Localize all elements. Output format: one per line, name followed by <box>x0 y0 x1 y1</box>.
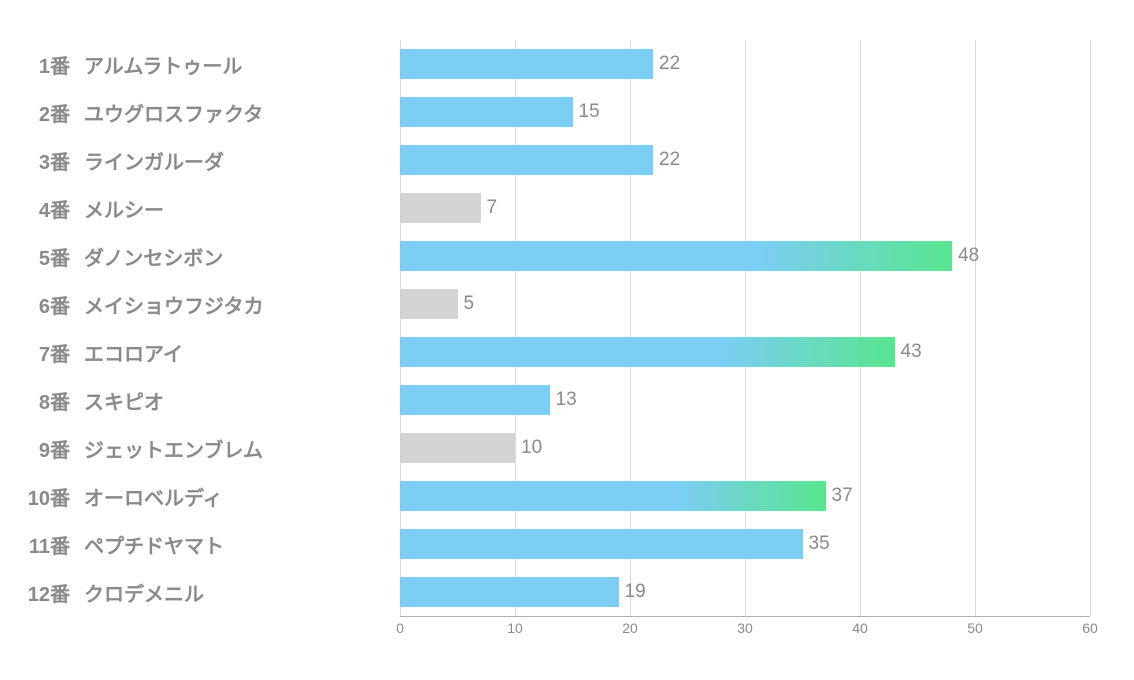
entry-name: エコロアイ <box>84 338 390 367</box>
entry-number: 1番 <box>0 50 70 79</box>
horse-vote-bar-chart: 22152274854313103735191番アルムラトゥール2番ユウグロスフ… <box>0 0 1134 680</box>
value-label: 22 <box>659 149 680 171</box>
entry-number: 4番 <box>0 194 70 223</box>
bar <box>400 289 458 319</box>
bar-slot: 7 <box>400 193 1090 223</box>
entry-number: 9番 <box>0 434 70 463</box>
bar <box>400 385 550 415</box>
row-label: 3番ラインガルーダ <box>0 136 400 184</box>
value-label: 5 <box>464 293 475 315</box>
value-label: 43 <box>901 341 922 363</box>
bar-slot: 48 <box>400 241 1090 271</box>
value-label: 37 <box>832 485 853 507</box>
entry-name: ペプチドヤマト <box>84 530 390 559</box>
entry-number: 12番 <box>0 578 70 607</box>
row-label: 8番スキピオ <box>0 376 400 424</box>
entry-number: 8番 <box>0 386 70 415</box>
bar-slot: 5 <box>400 289 1090 319</box>
bar-slot: 13 <box>400 385 1090 415</box>
x-tick-label: 50 <box>967 620 983 636</box>
bar <box>400 193 481 223</box>
entry-number: 3番 <box>0 146 70 175</box>
x-tick-label: 30 <box>737 620 753 636</box>
plot-area: 22 15 22 7 48 5 43 13 10 37 35 19 <box>400 40 1090 616</box>
bar <box>400 49 653 79</box>
entry-name: メイショウフジタカ <box>84 290 390 319</box>
row-label: 9番ジェットエンブレム <box>0 424 400 472</box>
entry-number: 10番 <box>0 482 70 511</box>
entry-name: スキピオ <box>84 386 390 415</box>
row-label: 1番アルムラトゥール <box>0 40 400 88</box>
row-label: 12番クロデメニル <box>0 568 400 616</box>
bar-slot: 22 <box>400 49 1090 79</box>
row-label: 10番オーロベルディ <box>0 472 400 520</box>
entry-number: 2番 <box>0 98 70 127</box>
row-label: 4番メルシー <box>0 184 400 232</box>
bar-slot: 10 <box>400 433 1090 463</box>
bar <box>400 97 573 127</box>
bar <box>400 433 515 463</box>
row-label: 2番ユウグロスファクタ <box>0 88 400 136</box>
value-label: 35 <box>809 533 830 555</box>
value-label: 22 <box>659 53 680 75</box>
gridline <box>1090 40 1091 616</box>
bar <box>400 481 826 511</box>
value-label: 19 <box>625 581 646 603</box>
x-tick-label: 60 <box>1082 620 1098 636</box>
bar-slot: 15 <box>400 97 1090 127</box>
bar-slot: 37 <box>400 481 1090 511</box>
bar <box>400 241 952 271</box>
bar-slot: 22 <box>400 145 1090 175</box>
value-label: 48 <box>958 245 979 267</box>
entry-name: クロデメニル <box>84 578 390 607</box>
entry-name: ジェットエンブレム <box>84 434 390 463</box>
bar <box>400 529 803 559</box>
entry-name: メルシー <box>84 194 390 223</box>
entry-number: 5番 <box>0 242 70 271</box>
row-label: 11番ペプチドヤマト <box>0 520 400 568</box>
bar <box>400 577 619 607</box>
x-tick-label: 0 <box>396 620 404 636</box>
row-label: 5番ダノンセシボン <box>0 232 400 280</box>
entry-name: ダノンセシボン <box>84 242 390 271</box>
bar <box>400 145 653 175</box>
x-axis: 0102030405060 <box>400 616 1090 656</box>
bar-slot: 19 <box>400 577 1090 607</box>
entry-name: オーロベルディ <box>84 482 390 511</box>
x-tick-label: 20 <box>622 620 638 636</box>
value-label: 15 <box>579 101 600 123</box>
bar-slot: 35 <box>400 529 1090 559</box>
entry-name: アルムラトゥール <box>84 50 390 79</box>
value-label: 13 <box>556 389 577 411</box>
x-axis-line <box>400 616 1090 617</box>
row-label: 6番メイショウフジタカ <box>0 280 400 328</box>
bar-slot: 43 <box>400 337 1090 367</box>
value-label: 7 <box>487 197 498 219</box>
entry-number: 11番 <box>0 530 70 559</box>
entry-number: 7番 <box>0 338 70 367</box>
bar <box>400 337 895 367</box>
entry-number: 6番 <box>0 290 70 319</box>
entry-name: ユウグロスファクタ <box>84 98 390 127</box>
x-tick-label: 10 <box>507 620 523 636</box>
x-tick-label: 40 <box>852 620 868 636</box>
value-label: 10 <box>521 437 542 459</box>
entry-name: ラインガルーダ <box>84 146 390 175</box>
row-label: 7番エコロアイ <box>0 328 400 376</box>
